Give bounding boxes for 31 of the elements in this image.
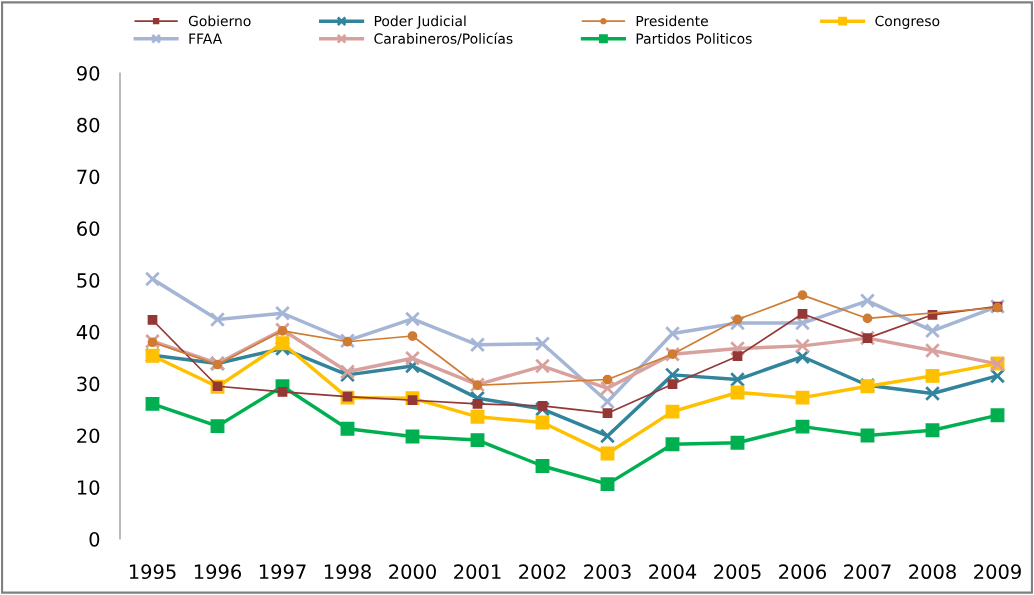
x-tick-label: 2005 xyxy=(714,564,761,580)
y-tick-label: 10 xyxy=(77,480,100,495)
legend-label: Poder Judicial xyxy=(374,15,466,29)
y-tick-label: 0 xyxy=(89,531,100,547)
y-tick-label: 20 xyxy=(77,428,100,444)
y-tick-label: 70 xyxy=(77,169,100,185)
y-tick-label: 30 xyxy=(77,376,100,392)
y-tick-label: 80 xyxy=(77,117,100,133)
legend-label: Carabineros/Policías xyxy=(374,32,513,45)
y-tick-label: 60 xyxy=(77,221,100,236)
legend-label: Partidos Politicos xyxy=(636,33,752,44)
y-tick-label: 50 xyxy=(77,273,100,288)
legend-label: FFAA xyxy=(189,33,223,44)
legend-label: Presidente xyxy=(636,15,708,27)
x-tick-label: 2006 xyxy=(779,564,827,580)
x-tick-label: 2001 xyxy=(454,564,501,580)
x-tick-label: 2004 xyxy=(649,564,697,580)
x-tick-label: 2002 xyxy=(519,564,566,580)
x-tick-label: 1997 xyxy=(259,564,306,580)
x-tick-label: 1996 xyxy=(194,564,242,580)
y-tick-label: 40 xyxy=(76,324,100,340)
y-tick-label: 90 xyxy=(77,65,100,81)
x-tick-label: 2009 xyxy=(974,564,1021,580)
x-tick-label: 1995 xyxy=(129,564,176,580)
x-tick-label: 1998 xyxy=(324,564,371,580)
x-tick-label: 2000 xyxy=(389,564,436,580)
x-tick-label: 2003 xyxy=(584,564,631,580)
x-tick-label: 2007 xyxy=(844,564,891,580)
legend-label: Congreso xyxy=(875,15,940,29)
legend-label: Gobierno xyxy=(188,15,251,27)
x-tick-label: 2008 xyxy=(909,564,956,580)
